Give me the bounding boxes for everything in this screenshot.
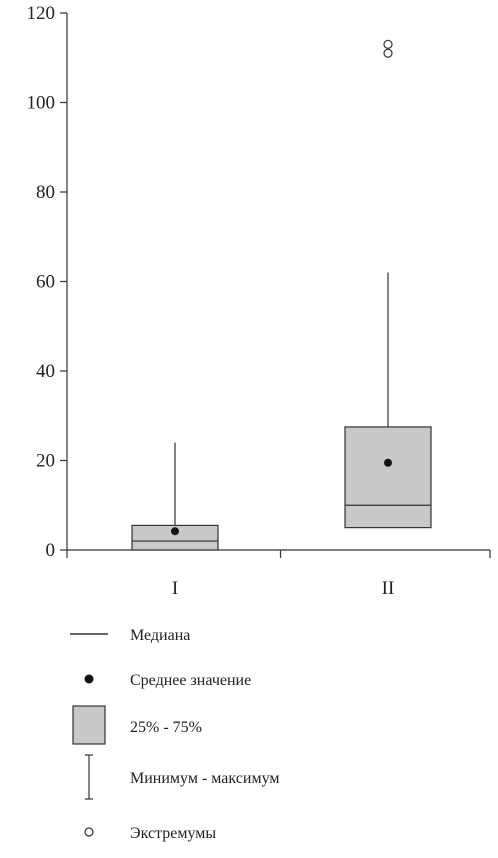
y-tick-label: 80 [36, 182, 55, 203]
legend-label: 25% - 75% [130, 719, 202, 736]
y-tick-label: 120 [27, 3, 56, 24]
legend: Медиана Среднее значение 25% - 75% Минимум … [70, 627, 279, 842]
y-tick-label: 100 [27, 93, 56, 114]
legend-item-whisker: Минимум - максимум [85, 754, 279, 800]
box-II [344, 39, 432, 529]
outlier-point [383, 48, 393, 58]
box-I [131, 442, 219, 551]
y-tick-label: 40 [36, 361, 55, 382]
legend-label: Минимум - максимум [130, 770, 279, 787]
legend-label: Среднее значение [130, 672, 251, 689]
x-tick-label: II [382, 578, 395, 599]
legend-item-box: 25% - 75% [72, 705, 202, 745]
legend-item-outlier-circle: Экстремумы [84, 825, 216, 842]
legend-outlier-symbol [84, 827, 94, 837]
iqr-box [344, 426, 432, 529]
outlier-point [383, 39, 393, 49]
boxes [131, 39, 432, 551]
y-tick-label: 60 [36, 272, 55, 293]
x-tick-label: I [172, 578, 178, 599]
y-tick-label: 20 [36, 451, 55, 472]
y-tick-label: 0 [46, 540, 56, 561]
mean-dot [384, 458, 392, 467]
legend-label: Медиана [130, 627, 190, 644]
legend-item-median-line: Медиана [70, 627, 190, 644]
legend-label: Экстремумы [130, 825, 216, 842]
mean-dot [171, 527, 179, 536]
legend-box-symbol [72, 705, 106, 745]
legend-mean-symbol [84, 674, 94, 684]
legend-item-mean-dot: Среднее значение [84, 672, 251, 689]
